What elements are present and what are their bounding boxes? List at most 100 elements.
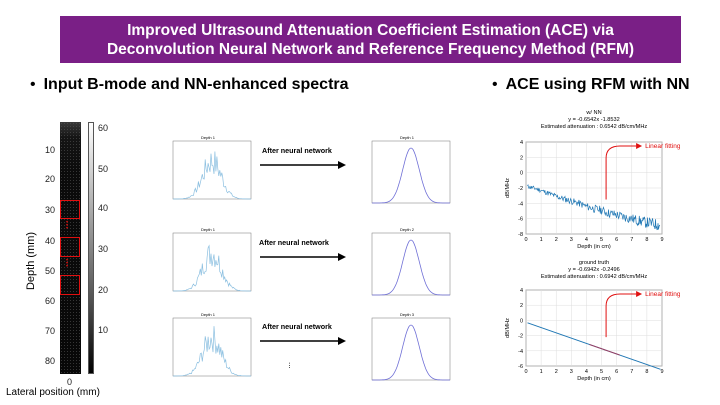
chart-title-line: Estimated attenuation : 0.6942 dB/cm/MHz xyxy=(541,274,648,280)
annotation-arrow xyxy=(605,293,637,338)
chart-title-line: ground truth xyxy=(579,260,609,266)
annotation-arrowhead xyxy=(636,143,643,149)
y-tick-label: 2 xyxy=(520,155,523,161)
colorbar-tick: 30 xyxy=(98,244,109,254)
spectrum-line xyxy=(173,244,251,292)
y-axis-label: dB/MHz xyxy=(505,318,511,338)
chart-title-line: y = -0.6942x -0.2496 xyxy=(568,267,619,273)
roi-box-2 xyxy=(60,237,80,257)
x-tick-label: 9 xyxy=(660,369,663,375)
plot-frame xyxy=(371,140,451,204)
bmode-speckle xyxy=(60,122,81,374)
x-tick-label: 2 xyxy=(555,369,558,375)
annotation-label: Linear fitting xyxy=(645,291,680,298)
gaussian-line xyxy=(372,147,450,204)
x-tick-label: 8 xyxy=(645,237,648,243)
y-tick-label: -4 xyxy=(518,349,523,355)
plot-frame xyxy=(371,232,451,296)
colorbar xyxy=(88,122,94,374)
y-tick-label: -2 xyxy=(518,186,523,192)
input-spectrum-2: Depth 1 xyxy=(172,227,252,292)
x-tick-label: 5 xyxy=(600,369,603,375)
gaussian-line xyxy=(372,239,450,296)
depth-tick: 20 xyxy=(45,174,56,184)
lateral-tick: 0 xyxy=(67,377,73,387)
title-line-2: Deconvolution Neural Network and Referen… xyxy=(106,40,635,58)
colorbar-tick: 60 xyxy=(98,123,109,133)
right-bullet-text: ACE using RFM with NN xyxy=(505,76,690,93)
depth-tick: 40 xyxy=(45,236,56,246)
depth-tick: 50 xyxy=(45,266,56,276)
bullet-dot: • xyxy=(30,76,36,93)
input-spectrum-3: Depth 1 xyxy=(172,312,252,377)
bmode-panel: • • • • • • 10 20 30 40 50 60 70 80 Depth (m… xyxy=(0,110,110,400)
x-tick-label: 0 xyxy=(524,369,527,375)
chart-title-line: Estimated attenuation : 0.6542 dB/cm/MHz xyxy=(541,124,648,130)
gaussian-line xyxy=(372,324,450,381)
arrow-2 xyxy=(260,253,346,261)
depth-tick: 70 xyxy=(45,326,56,336)
output-spectrum-3: Depth 3 xyxy=(371,312,451,381)
left-bullet-text: Input B-mode and NN-enhanced spectra xyxy=(43,76,349,93)
input-spectrum-title: Depth 1 xyxy=(201,312,216,317)
x-tick-label: 1 xyxy=(540,237,543,243)
depth-tick: 80 xyxy=(45,356,56,366)
x-tick-label: 9 xyxy=(660,237,663,243)
colorbar-tick: 40 xyxy=(98,203,109,213)
chart-title-line: w/ NN xyxy=(585,110,601,116)
lateral-axis-label: Lateral position (mm) xyxy=(6,387,100,398)
plot-frame xyxy=(172,317,252,377)
depth-axis-label: Depth (mm) xyxy=(25,231,37,291)
arrow-3 xyxy=(260,337,346,345)
y-axis-label: dB/MHz xyxy=(505,178,511,198)
y-tick-label: 4 xyxy=(520,140,523,146)
x-tick-label: 7 xyxy=(630,237,633,243)
input-spectrum-title: Depth 1 xyxy=(201,135,216,140)
y-tick-label: 2 xyxy=(520,303,523,309)
arrow-label-2: After neural network xyxy=(259,238,329,247)
roi-box-3 xyxy=(60,275,80,295)
input-spectrum-1: Depth 1 xyxy=(172,135,252,200)
roi-ellipsis-2: • • • xyxy=(66,258,69,270)
x-tick-label: 4 xyxy=(585,369,588,375)
y-tick-label: -6 xyxy=(518,364,523,370)
x-tick-label: 1 xyxy=(540,369,543,375)
colorbar-tick: 10 xyxy=(98,325,109,335)
y-tick-label: -8 xyxy=(518,232,523,238)
bullet-dot: • xyxy=(492,76,498,93)
x-tick-label: 4 xyxy=(585,237,588,243)
x-tick-label: 3 xyxy=(570,237,573,243)
y-tick-label: -2 xyxy=(518,334,523,340)
annotation-label: Linear fitting xyxy=(645,143,680,150)
y-tick-label: -4 xyxy=(518,201,523,207)
title-line-1: Improved Ultrasound Attenuation Coeffici… xyxy=(127,21,614,39)
colorbar-tick: 20 xyxy=(98,285,109,295)
depth-tick: 10 xyxy=(45,145,56,155)
plot-frame xyxy=(371,317,451,381)
x-tick-label: 3 xyxy=(570,369,573,375)
output-spectrum-title: Depth 2 xyxy=(400,227,415,232)
output-spectrum-title: Depth 1 xyxy=(400,135,415,140)
depth-tick: 60 xyxy=(45,296,56,306)
title-banner: Improved Ultrasound Attenuation Coeffici… xyxy=(60,16,681,63)
annotation-arrowhead xyxy=(636,291,643,297)
roi-ellipsis-1: • • • xyxy=(66,220,69,232)
output-spectrum-1: Depth 1 xyxy=(371,135,451,204)
x-axis-label: Depth (in cm) xyxy=(577,376,611,382)
x-axis-label: Depth (in cm) xyxy=(577,244,611,250)
roi-box-1 xyxy=(60,200,80,219)
input-spectrum-title: Depth 1 xyxy=(201,227,216,232)
y-tick-label: -6 xyxy=(518,217,523,223)
chart-title-line: y = -0.6542x -1.8532 xyxy=(568,117,619,123)
output-spectrum-title: Depth 3 xyxy=(400,312,415,317)
x-tick-label: 0 xyxy=(524,237,527,243)
series-line xyxy=(527,183,661,231)
more-ellipsis: ... xyxy=(287,362,296,369)
plot-frame xyxy=(525,289,663,367)
x-tick-label: 6 xyxy=(615,369,618,375)
arrow-label-1: After neural network xyxy=(262,146,332,155)
y-tick-label: 0 xyxy=(520,171,523,177)
arrow-1 xyxy=(260,161,346,169)
